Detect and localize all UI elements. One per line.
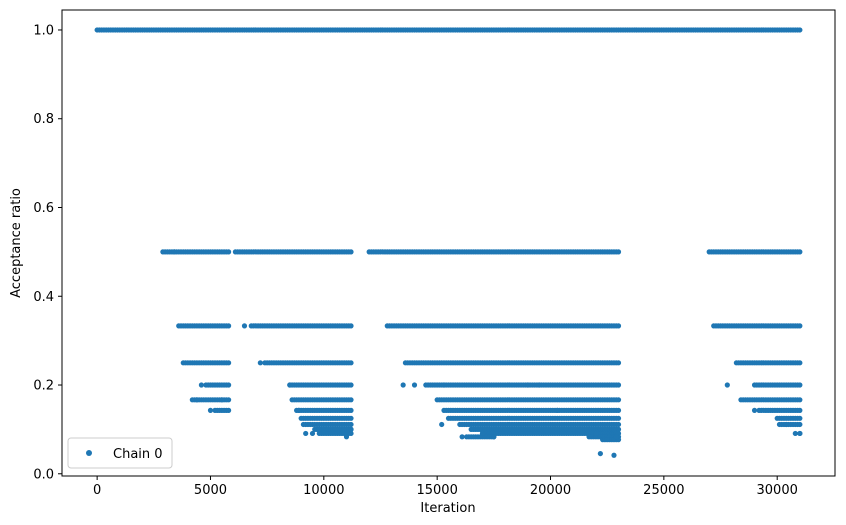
data-point <box>219 397 225 403</box>
data-point <box>189 397 195 403</box>
data-point <box>316 426 322 432</box>
x-tick-label: 0 <box>93 483 101 498</box>
data-point <box>160 249 166 255</box>
data-point <box>226 323 232 329</box>
data-point <box>309 430 316 437</box>
x-tick-label: 15000 <box>416 483 457 498</box>
data-point <box>343 434 350 440</box>
data-point <box>586 434 592 440</box>
data-point <box>348 407 354 413</box>
data-point <box>738 397 744 403</box>
legend-box <box>67 437 173 469</box>
data-point <box>570 426 576 432</box>
data-point <box>611 452 617 458</box>
y-tick-label: 0.4 <box>33 290 54 305</box>
data-point <box>226 397 232 403</box>
data-point <box>411 382 418 388</box>
data-point <box>198 382 205 388</box>
data-point <box>348 421 354 428</box>
data-point <box>459 434 465 440</box>
data-point <box>348 360 354 366</box>
x-tick-label: 10000 <box>303 483 344 498</box>
data-point <box>348 249 354 255</box>
data-point <box>348 323 354 329</box>
data-point <box>797 397 803 403</box>
data-point <box>615 397 622 403</box>
data-point <box>615 323 622 329</box>
data-point <box>751 407 758 413</box>
y-axis-ticks: 0.0 0.2 0.4 0.6 0.8 1.0 <box>33 23 62 482</box>
data-point <box>776 421 783 428</box>
data-point <box>348 415 354 421</box>
data-point <box>797 249 803 255</box>
data-point <box>348 397 354 403</box>
data-point <box>194 397 200 403</box>
scatter-points <box>94 27 803 458</box>
data-point <box>232 249 239 255</box>
data-point <box>797 323 803 329</box>
y-tick-label: 0.8 <box>33 112 54 127</box>
data-point <box>226 360 232 366</box>
data-point <box>348 426 354 432</box>
data-point <box>615 421 622 428</box>
x-tick-label: 25000 <box>643 483 684 498</box>
data-point <box>554 407 560 413</box>
data-point <box>613 434 619 440</box>
data-point <box>536 382 542 388</box>
data-point <box>724 382 730 388</box>
data-point <box>348 430 354 437</box>
legend: Chain 0 <box>67 437 173 469</box>
data-point <box>226 249 232 255</box>
data-point <box>593 430 599 437</box>
data-point <box>226 382 232 388</box>
data-point <box>797 415 803 421</box>
data-point <box>792 430 798 437</box>
data-point <box>348 382 354 388</box>
data-point <box>479 430 486 437</box>
data-point <box>797 382 803 388</box>
data-point <box>597 450 603 457</box>
data-point <box>615 249 622 255</box>
data-point <box>257 360 263 366</box>
data-point <box>441 382 447 388</box>
x-tick-label: 30000 <box>757 483 798 498</box>
data-point <box>615 382 622 388</box>
data-point <box>300 421 307 428</box>
data-point <box>491 434 497 440</box>
data-point <box>797 360 803 366</box>
data-point <box>797 421 803 428</box>
y-tick-label: 0.2 <box>33 379 54 394</box>
data-point <box>615 415 622 421</box>
data-point <box>615 407 622 413</box>
y-tick-label: 0.6 <box>33 201 54 216</box>
plot-frame <box>61 9 836 477</box>
legend-label-chain-0: Chain 0 <box>113 447 163 462</box>
data-point <box>296 407 302 413</box>
y-axis-label: Acceptance ratio <box>9 188 24 298</box>
data-point <box>783 421 789 428</box>
data-point <box>207 407 214 413</box>
data-point <box>797 27 803 33</box>
data-point <box>303 430 309 437</box>
data-point <box>287 382 293 388</box>
data-point <box>615 360 622 366</box>
x-tick-label: 20000 <box>530 483 571 498</box>
data-point <box>241 323 248 329</box>
data-point <box>226 407 232 413</box>
x-tick-label: 5000 <box>194 483 227 498</box>
x-axis-label: Iteration <box>420 501 475 516</box>
y-tick-label: 1.0 <box>33 23 54 38</box>
data-point <box>797 430 803 437</box>
data-point <box>171 249 177 255</box>
data-point <box>400 382 406 388</box>
y-tick-label: 0.0 <box>33 467 54 482</box>
data-point <box>439 421 445 428</box>
x-axis-ticks: 0 5000 10000 15000 20000 25000 30000 <box>93 476 798 498</box>
data-point <box>797 407 803 413</box>
data-point <box>615 426 622 432</box>
legend-marker-chain-0 <box>86 450 92 456</box>
data-point <box>525 382 531 388</box>
